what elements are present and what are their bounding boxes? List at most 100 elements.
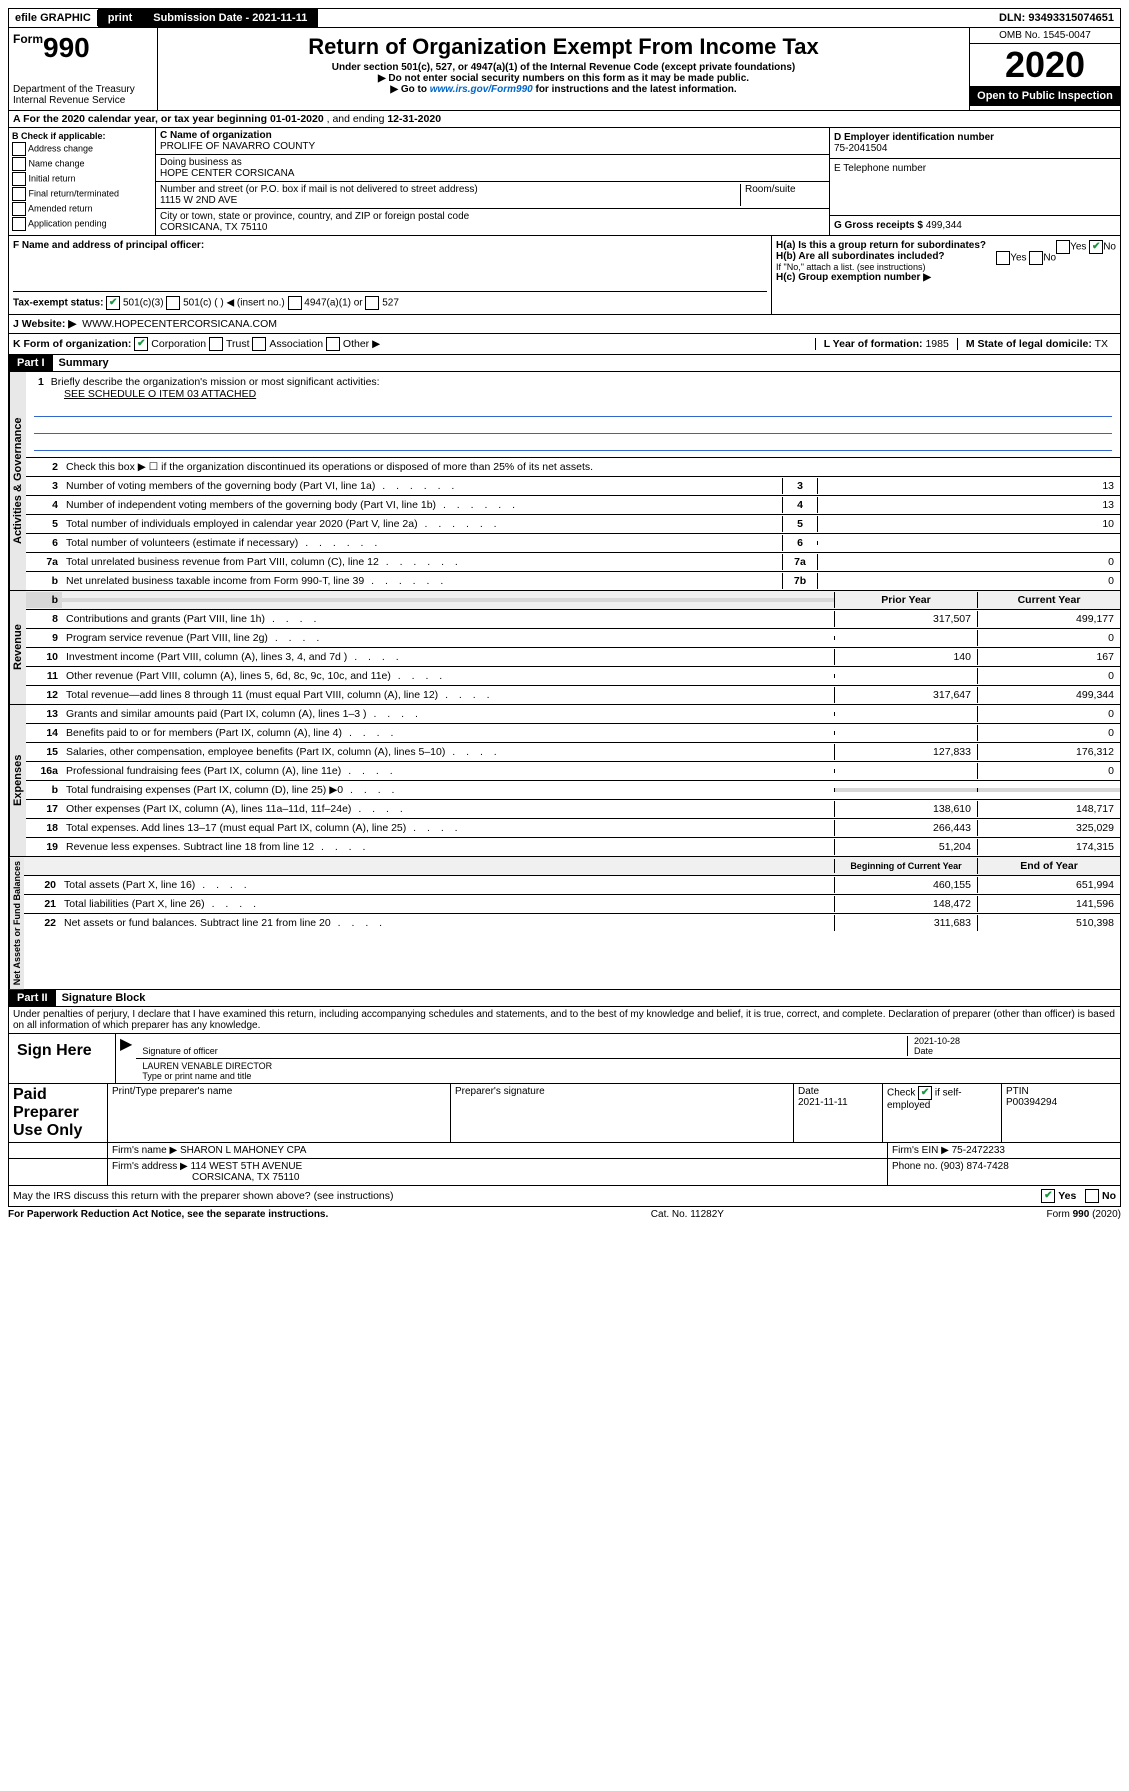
form-subtitle-3: ▶ Go to www.irs.gov/Form990 for instruct… — [162, 84, 965, 95]
form-header: Form990 Department of the Treasury Inter… — [8, 28, 1121, 111]
section-a: A For the 2020 calendar year, or tax yea… — [8, 111, 1121, 128]
mission-text: SEE SCHEDULE O ITEM 03 ATTACHED — [34, 388, 1112, 400]
tax-year: 2020 — [970, 44, 1120, 86]
table-row: 3Number of voting members of the governi… — [26, 477, 1120, 496]
check-final-return[interactable]: Final return/terminated — [12, 187, 152, 201]
ha-label: H(a) Is this a group return for subordin… — [776, 240, 1116, 251]
table-row: 10Investment income (Part VIII, column (… — [26, 648, 1120, 667]
part2-header: Part II Signature Block — [8, 990, 1121, 1007]
table-row: 6Total number of volunteers (estimate if… — [26, 534, 1120, 553]
table-row: 11Other revenue (Part VIII, column (A), … — [26, 667, 1120, 686]
tab-netassets: Net Assets or Fund Balances — [9, 857, 24, 989]
table-row: 17Other expenses (Part IX, column (A), l… — [26, 800, 1120, 819]
check-name-change[interactable]: Name change — [12, 157, 152, 171]
arrow-icon: ▶ — [116, 1034, 136, 1083]
check-4947[interactable] — [288, 296, 302, 310]
street-address: 1115 W 2ND AVE — [160, 195, 740, 206]
check-amended[interactable]: Amended return — [12, 202, 152, 216]
gross-receipts: 499,344 — [926, 220, 962, 231]
discuss-row: May the IRS discuss this return with the… — [8, 1186, 1121, 1207]
omb-number: OMB No. 1545-0047 — [970, 28, 1120, 44]
room-suite: Room/suite — [740, 184, 825, 206]
table-row: 14Benefits paid to or for members (Part … — [26, 724, 1120, 743]
check-501c[interactable] — [166, 296, 180, 310]
state-domicile: TX — [1095, 338, 1108, 350]
year-formation: 1985 — [925, 338, 948, 350]
footer: For Paperwork Reduction Act Notice, see … — [8, 1207, 1121, 1222]
self-employed-check[interactable]: Check if self-employed — [883, 1084, 1002, 1142]
hb-yes[interactable] — [996, 251, 1010, 265]
city-state-zip: CORSICANA, TX 75110 — [160, 222, 825, 233]
instructions-link[interactable]: www.irs.gov/Form990 — [430, 84, 533, 95]
part1-governance: Activities & Governance 1 Briefly descri… — [8, 372, 1121, 591]
discuss-no[interactable] — [1085, 1189, 1099, 1203]
firm-ein: 75-2472233 — [952, 1145, 1005, 1156]
form-subtitle-1: Under section 501(c), 527, or 4947(a)(1)… — [162, 62, 965, 73]
check-app-pending[interactable]: Application pending — [12, 217, 152, 231]
ein-value: 75-2041504 — [834, 143, 1116, 154]
part1-revenue: Revenue b Prior Year Current Year 8Contr… — [8, 591, 1121, 705]
table-row: 12Total revenue—add lines 8 through 11 (… — [26, 686, 1120, 704]
table-row: 4Number of independent voting members of… — [26, 496, 1120, 515]
section-c: C Name of organization PROLIFE OF NAVARR… — [156, 128, 829, 235]
part1-header: Part I Summary — [8, 355, 1121, 372]
section-b: B Check if applicable: Address change Na… — [9, 128, 156, 235]
form-title: Return of Organization Exempt From Incom… — [162, 34, 965, 60]
tab-revenue: Revenue — [9, 591, 26, 704]
sections-f-h: F Name and address of principal officer:… — [8, 236, 1121, 315]
check-other[interactable] — [326, 337, 340, 351]
form-subtitle-2: ▶ Do not enter social security numbers o… — [162, 73, 965, 84]
ptin-value: P00394294 — [1006, 1097, 1116, 1108]
table-row: 7aTotal unrelated business revenue from … — [26, 553, 1120, 572]
check-association[interactable] — [252, 337, 266, 351]
print-button[interactable]: print — [98, 9, 143, 27]
firm-addr1: 114 WEST 5TH AVENUE — [191, 1161, 303, 1172]
ha-yes[interactable] — [1056, 240, 1070, 254]
section-k: K Form of organization: Corporation Trus… — [8, 334, 1121, 355]
website-url: WWW.HOPECENTERCORSICANA.COM — [82, 318, 277, 330]
telephone-label: E Telephone number — [834, 163, 1116, 174]
section-f-label: F Name and address of principal officer: — [13, 240, 204, 251]
check-address-change[interactable]: Address change — [12, 142, 152, 156]
check-501c3[interactable] — [106, 296, 120, 310]
paid-preparer-block: Paid Preparer Use Only Print/Type prepar… — [8, 1084, 1121, 1186]
sections-b-g: B Check if applicable: Address change Na… — [8, 128, 1121, 236]
ha-no[interactable] — [1089, 240, 1103, 254]
dln-number: DLN: 93493315074651 — [993, 10, 1120, 26]
check-trust[interactable] — [209, 337, 223, 351]
table-row: 21Total liabilities (Part X, line 26) . … — [24, 895, 1120, 914]
table-row: 20Total assets (Part X, line 16) . . . .… — [24, 876, 1120, 895]
dept-label: Department of the Treasury Internal Reve… — [13, 84, 153, 106]
table-row: bNet unrelated business taxable income f… — [26, 572, 1120, 590]
table-row: 15Salaries, other compensation, employee… — [26, 743, 1120, 762]
sig-date: 2021-10-28 — [914, 1036, 1114, 1046]
firm-addr2: CORSICANA, TX 75110 — [112, 1172, 299, 1183]
prep-date: 2021-11-11 — [798, 1097, 878, 1108]
efile-label: efile GRAPHIC — [9, 10, 98, 26]
check-527[interactable] — [365, 296, 379, 310]
section-j: J Website: ▶ WWW.HOPECENTERCORSICANA.COM — [8, 315, 1121, 334]
table-row: 8Contributions and grants (Part VIII, li… — [26, 610, 1120, 629]
sections-d-e-g: D Employer identification number 75-2041… — [829, 128, 1120, 235]
table-row: 13Grants and similar amounts paid (Part … — [26, 705, 1120, 724]
table-row: 16aProfessional fundraising fees (Part I… — [26, 762, 1120, 781]
table-row: 18Total expenses. Add lines 13–17 (must … — [26, 819, 1120, 838]
part1-netassets: Net Assets or Fund Balances Beginning of… — [8, 857, 1121, 990]
table-row: 5Total number of individuals employed in… — [26, 515, 1120, 534]
tab-expenses: Expenses — [9, 705, 26, 856]
top-bar: efile GRAPHIC print Submission Date - 20… — [8, 8, 1121, 28]
part1-expenses: Expenses 13Grants and similar amounts pa… — [8, 705, 1121, 857]
sign-here-block: Sign Here ▶ Signature of officer 2021-10… — [8, 1034, 1121, 1084]
tab-governance: Activities & Governance — [9, 372, 26, 590]
hb-no[interactable] — [1029, 251, 1043, 265]
open-inspection-label: Open to Public Inspection — [970, 86, 1120, 106]
form-number: Form990 — [13, 32, 153, 64]
dba-name: HOPE CENTER CORSICANA — [160, 168, 825, 179]
discuss-yes[interactable] — [1041, 1189, 1055, 1203]
table-row: 9Program service revenue (Part VIII, lin… — [26, 629, 1120, 648]
table-row: 19Revenue less expenses. Subtract line 1… — [26, 838, 1120, 856]
firm-name: SHARON L MAHONEY CPA — [180, 1145, 307, 1156]
table-row: bTotal fundraising expenses (Part IX, co… — [26, 781, 1120, 800]
check-initial-return[interactable]: Initial return — [12, 172, 152, 186]
check-corporation[interactable] — [134, 337, 148, 351]
